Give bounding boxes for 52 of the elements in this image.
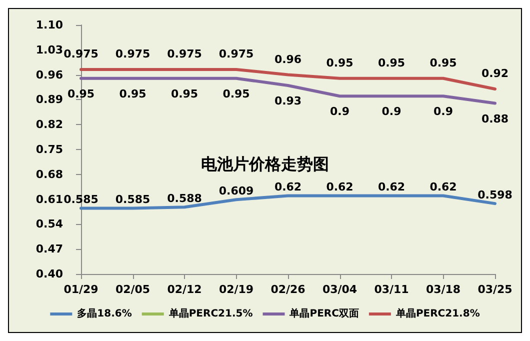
data-label: 0.9 (434, 105, 453, 118)
y-tick-label: 0.89 (36, 93, 63, 106)
data-label: 0.598 (478, 188, 512, 202)
y-tick-label: 1.10 (36, 18, 64, 32)
data-label: 0.975 (115, 47, 150, 60)
x-tick-label: 02/12 (167, 283, 202, 296)
y-tick-label: 0.75 (36, 143, 63, 156)
y-tick-label: 0.47 (36, 242, 63, 256)
x-tick-label: 03/18 (426, 283, 461, 296)
data-label: 0.62 (430, 180, 457, 194)
data-label: 0.585 (64, 193, 98, 206)
data-label: 0.95 (430, 56, 457, 70)
data-label: 0.9 (382, 105, 402, 118)
data-label: 0.95 (67, 87, 95, 100)
data-label: 0.95 (119, 87, 146, 100)
y-tick-label: 0.54 (36, 218, 64, 231)
data-label: 0.62 (378, 180, 406, 194)
y-tick-label: 0.82 (36, 118, 63, 132)
data-label: 0.95 (326, 56, 354, 70)
data-label: 0.92 (481, 67, 509, 80)
legend-label: 单晶PERC21.8% (394, 308, 480, 320)
data-label: 0.62 (326, 180, 354, 194)
data-label: 0.95 (378, 56, 406, 70)
y-tick-label: 0.68 (36, 168, 63, 181)
data-label: 0.975 (64, 47, 98, 60)
legend-label: 多晶18.6% (77, 308, 132, 320)
legend-label: 单晶PERC21.5% (168, 308, 253, 320)
y-tick-label: 1.03 (36, 43, 63, 56)
x-tick-label: 03/11 (374, 283, 409, 296)
legend-label: 单晶PERC双面 (288, 308, 359, 320)
data-label: 0.95 (222, 87, 250, 100)
data-label: 0.588 (167, 192, 202, 206)
data-label: 0.96 (274, 52, 302, 66)
y-tick-label: 0.40 (36, 268, 64, 280)
data-label: 0.88 (481, 112, 509, 126)
data-label: 0.95 (170, 87, 198, 100)
data-label: 0.609 (218, 184, 254, 198)
text: 电池片价格走势图 (201, 154, 329, 174)
x-tick-label: 02/26 (270, 283, 306, 296)
x-tick-label: 03/04 (322, 283, 358, 296)
y-tick-label: 0.61 (36, 192, 63, 206)
data-label: 0.9 (330, 105, 350, 118)
y-tick-label: 0.96 (36, 68, 64, 82)
data-label: 0.975 (218, 47, 254, 60)
x-tick-label: 02/19 (218, 283, 254, 296)
data-label: 0.975 (167, 47, 202, 60)
x-tick-label: 03/25 (478, 283, 512, 296)
x-tick-label: 01/29 (64, 283, 98, 296)
data-label: 0.62 (274, 180, 302, 194)
x-tick-label: 02/05 (115, 283, 150, 296)
data-label: 0.93 (274, 94, 302, 108)
data-label: 0.585 (115, 193, 150, 206)
